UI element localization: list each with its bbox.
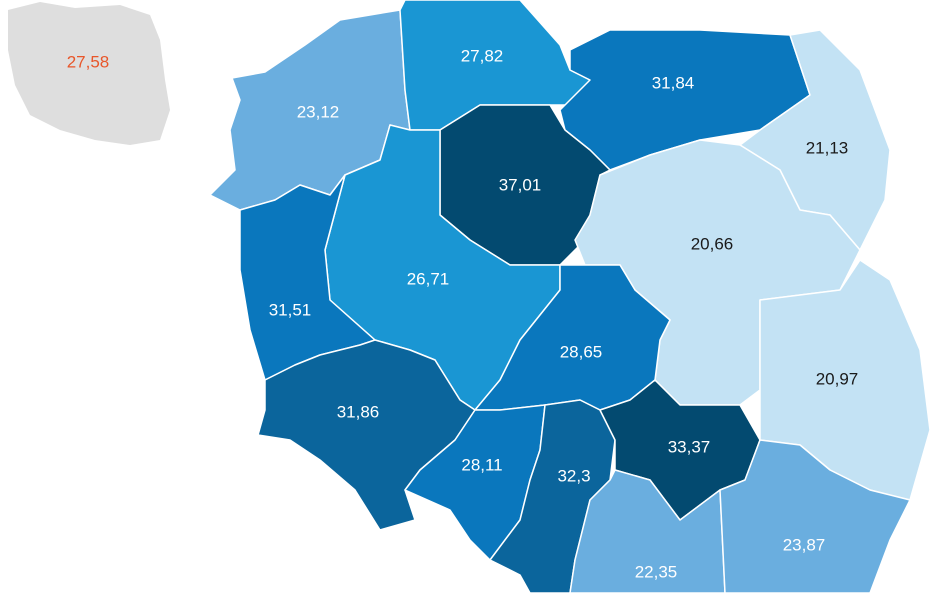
region-value: 31,86 — [337, 402, 380, 421]
region-value: 20,66 — [691, 234, 734, 253]
national-value: 27,58 — [67, 52, 110, 71]
region — [719, 439, 911, 593]
region-value: 23,87 — [783, 535, 826, 554]
region-value: 37,01 — [499, 175, 542, 194]
region-value: 21,13 — [806, 138, 849, 157]
region-value: 31,84 — [652, 73, 695, 92]
region-value: 31,51 — [269, 300, 312, 319]
regions — [209, 0, 931, 593]
region-value: 27,82 — [461, 46, 504, 65]
region — [569, 469, 726, 593]
region-value: 20,97 — [816, 369, 859, 388]
region-value: 28,11 — [461, 455, 502, 474]
region-value: 33,37 — [668, 437, 711, 456]
region-value: 32,3 — [557, 466, 590, 485]
region-value: 26,71 — [407, 269, 450, 288]
national-inset: 27,58 — [8, 2, 170, 145]
region-value: 22,35 — [635, 562, 678, 581]
poland-outline — [8, 2, 170, 145]
region-value: 28,65 — [560, 342, 603, 361]
region-value: 23,12 — [297, 102, 340, 121]
